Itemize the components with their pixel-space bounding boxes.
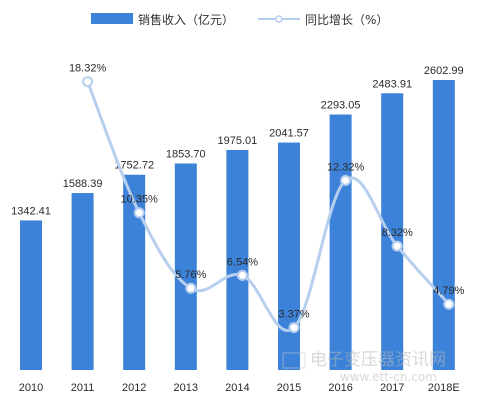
x-tick-label: 2018E [428,382,460,394]
bar-value-labels: 1342.41 1588.39 1752.72 1853.70 1975.01 2041.… [11,65,464,217]
bar-value-label: 2483.91 [372,78,412,90]
x-tick-label: 2014 [225,382,249,394]
bar [381,93,404,370]
line-point-marker [391,240,403,252]
bar [123,174,146,370]
bar [174,163,197,370]
bar-value-label: 2602.99 [424,65,464,77]
line-value-label: 6.54% [227,256,258,268]
bar-value-label: 2041.57 [269,128,309,140]
line-value-label: 5.76% [175,269,206,281]
line-value-label: 4.79% [433,285,464,297]
x-tick-label: 2015 [277,382,301,394]
watermark-url: www.ett-cn.com [340,370,437,384]
line-value-label: 10.35% [121,194,159,206]
line-point-marker [443,298,455,310]
legend-bar-swatch [91,13,133,24]
x-tick-label: 2016 [328,382,352,394]
line-point-marker [82,76,94,88]
x-tick-label: 2012 [122,382,146,394]
x-tick-label: 2011 [71,382,95,394]
x-tick-label: 2017 [380,382,404,394]
line-value-label: 3.37% [278,309,309,321]
line-value-label: 12.32% [327,161,365,173]
line-point-marker [236,269,248,281]
legend-bar-label: 销售收入（亿元） [138,12,234,27]
bar [20,220,42,370]
watermark: 电子变压器资讯网 www.ett-cn.com [282,350,446,384]
bar-value-label: 1588.39 [63,178,103,190]
bar-value-label: 1752.72 [114,160,154,172]
bar [71,193,94,370]
bar-value-label: 1853.70 [166,148,206,160]
line-series [82,76,455,334]
watermark-logo-icon [282,352,306,369]
bar-value-label: 1342.41 [11,205,51,217]
x-tick-label: 2010 [19,382,43,394]
legend: 销售收入（亿元） 同比增长（%） [91,12,388,27]
bar [226,149,249,370]
legend-line-label: 同比增长（%） [305,13,388,27]
line-point-marker [133,207,145,219]
bar-value-label: 2293.05 [321,100,361,112]
bar [329,114,352,370]
bar [278,142,300,370]
legend-line-marker [275,15,283,23]
line-point-marker [288,322,300,334]
bar-value-label: 1975.01 [218,135,258,147]
line-point-marker [185,282,197,294]
bar [432,80,455,370]
line-point-marker [340,174,352,186]
line-value-labels: 18.32% 10.35% 5.76% 6.54% 3.37% 12.32% 8.32% 4.… [69,63,465,321]
line-value-label: 18.32% [69,63,107,75]
x-axis-ticks: 2010 2011 2012 2013 2014 2015 2016 2017 2018E [19,382,460,394]
line-value-label: 8.32% [382,227,413,239]
bar-series [20,80,455,370]
watermark-site-name: 电子变压器资讯网 [310,350,446,370]
x-tick-label: 2013 [174,382,198,394]
